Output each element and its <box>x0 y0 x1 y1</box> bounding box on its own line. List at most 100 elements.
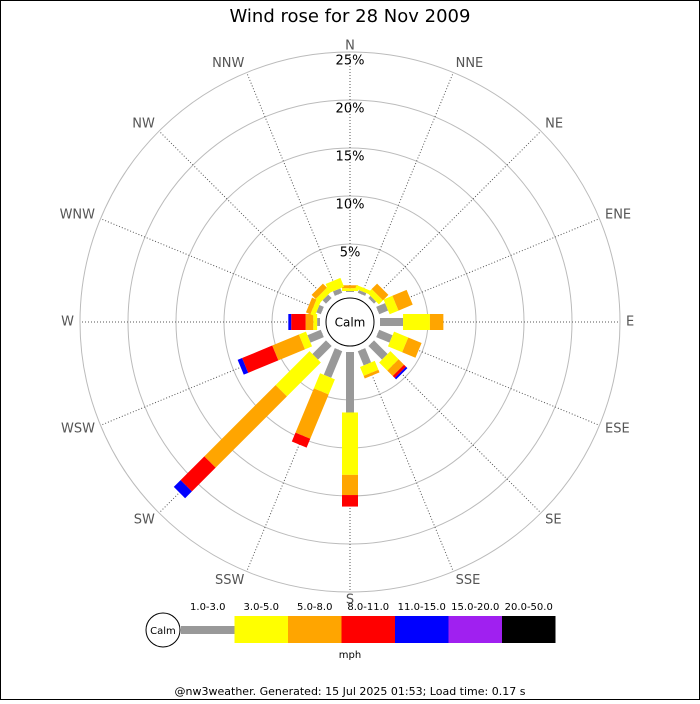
wind-bar-segment <box>316 304 324 315</box>
wind-bar-segment <box>317 318 320 326</box>
direction-label: W <box>61 315 74 330</box>
grid-ring <box>79 51 621 593</box>
wind-bar-segment <box>359 360 379 376</box>
legend-calm-label: Calm <box>150 626 176 637</box>
wind-bar-segment <box>291 432 311 448</box>
wind-bar-segment <box>312 340 332 360</box>
legend-label: 3.0-5.0 <box>244 602 279 613</box>
wind-bar-segment <box>180 456 216 492</box>
wind-bar-segment <box>242 345 279 373</box>
legend-swatch <box>448 616 502 643</box>
spoke <box>100 218 323 311</box>
wind-bar-segment <box>368 340 388 360</box>
calm-label: Calm <box>335 316 366 330</box>
wind-bar-segment <box>332 288 343 296</box>
r-tick-label: 20% <box>336 102 365 117</box>
wind-bar-segment <box>342 285 358 289</box>
wind-bar-segment <box>342 495 358 507</box>
direction-label: SSW <box>215 573 245 588</box>
wind-bar-segment <box>346 291 354 292</box>
direction-label: N <box>345 39 355 54</box>
wind-bar-segment <box>387 331 409 353</box>
legend-swatch <box>395 616 449 643</box>
legend-label: 20.0-50.0 <box>505 602 553 613</box>
wind-bar-segment <box>392 289 413 311</box>
chart-title: Wind rose for 28 Nov 2009 <box>230 6 471 27</box>
wind-bar-segment <box>379 351 399 371</box>
wind-bar-segment <box>325 277 345 293</box>
wind-bar-segment <box>323 348 343 378</box>
direction-label: NNE <box>456 56 484 71</box>
wind-bar-segment <box>394 366 408 380</box>
direction-label: NW <box>132 117 155 132</box>
direction-label: E <box>626 315 634 330</box>
wind-bar-segment <box>346 352 354 413</box>
direction-label: SSE <box>456 573 481 588</box>
spoke <box>370 130 542 302</box>
spoke <box>361 349 454 572</box>
r-tick-label: 15% <box>336 150 365 165</box>
wind-bar-segment <box>298 331 313 350</box>
wind-bar-segment <box>357 348 372 366</box>
direction-label: WSW <box>61 422 95 437</box>
legend-swatch <box>341 616 395 643</box>
wind-bar-segment <box>315 287 332 304</box>
wind-bar-segment <box>368 295 377 304</box>
wind-bar-segment <box>288 314 292 330</box>
wind-bar-segment <box>305 297 317 315</box>
wind-bar-segment <box>272 334 305 361</box>
spoke <box>361 72 454 295</box>
direction-label: ENE <box>605 207 631 222</box>
wind-bar-segment <box>237 358 249 375</box>
spoke <box>246 72 339 295</box>
direction-label: SE <box>545 512 561 527</box>
wind-bar-segment <box>322 294 332 304</box>
wind-bar-segment <box>275 351 321 397</box>
legend-label: 1.0-3.0 <box>190 602 225 613</box>
wind-bar-segment <box>311 283 327 299</box>
wind-bar-segment <box>310 299 321 317</box>
wind-bar-segment <box>313 373 335 395</box>
wind-bar-segment <box>367 289 383 305</box>
r-tick-label: 25% <box>336 54 365 69</box>
wind-bar-segment <box>291 314 306 330</box>
wind-bar-segment <box>429 314 444 330</box>
legend-label: 8.0-11.0 <box>347 602 389 613</box>
legend-label: 11.0-15.0 <box>398 602 446 613</box>
wind-bar-segment <box>342 288 358 292</box>
legend-swatch <box>288 616 342 643</box>
legend-swatch <box>181 626 235 634</box>
wind-bar-segment <box>383 295 399 315</box>
wind-bar-segment <box>376 329 393 343</box>
direction-label: SW <box>134 512 155 527</box>
r-tick-label: 10% <box>336 198 365 213</box>
wind-bar-segment <box>313 314 318 330</box>
legend-swatch <box>502 616 556 643</box>
wind-bar-segment <box>342 474 358 496</box>
legend-calm <box>145 612 181 648</box>
wind-bar-segment <box>387 359 405 377</box>
direction-label: S <box>346 593 354 608</box>
direction-label: NE <box>545 117 563 132</box>
direction-label: ESE <box>605 422 630 437</box>
footer: @nw3weather. Generated: 15 Jul 2025 01:5… <box>175 685 526 698</box>
r-tick-label: 5% <box>340 246 361 261</box>
wind-bar-segment <box>295 388 329 439</box>
calm-circle <box>325 297 375 347</box>
wind-bar-segment <box>307 329 324 343</box>
wind-bar-segment <box>363 369 380 379</box>
wind-bar-segment <box>204 385 287 468</box>
wind-bar-segment <box>342 412 358 475</box>
legend-label: 5.0-8.0 <box>297 602 332 613</box>
wind-bar-segment <box>371 283 389 301</box>
wind-bar-segment <box>392 364 407 379</box>
wind-bar-segment <box>402 337 422 358</box>
wind-bar-segment <box>376 303 389 315</box>
wind-bar-segment <box>173 480 192 499</box>
wind-bar-segment <box>305 314 314 330</box>
wind-bar-segment <box>403 314 430 330</box>
legend-swatch <box>234 616 288 643</box>
wind-bar-segment <box>357 290 367 296</box>
legend-label: 15.0-20.0 <box>451 602 499 613</box>
